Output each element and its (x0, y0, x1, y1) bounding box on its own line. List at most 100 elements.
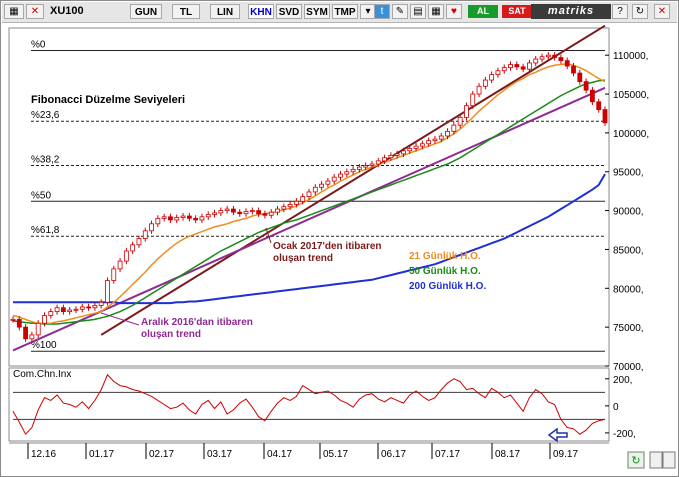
table-icon[interactable]: ▤ (410, 4, 426, 19)
candle-body (552, 54, 558, 58)
x-tick-label: 01.17 (89, 449, 114, 460)
ma200-line (13, 173, 606, 305)
candle-body (394, 153, 400, 156)
candle-body (470, 93, 476, 107)
x-tick-label: 05.17 (323, 449, 348, 460)
candle-body (464, 105, 469, 118)
candle-body (426, 140, 432, 145)
annotation-aralik-pointer (100, 312, 140, 326)
candle-body (48, 311, 54, 316)
candle-body (533, 58, 539, 64)
symbol-label[interactable]: XU100 (50, 5, 84, 17)
candle-body (407, 148, 413, 152)
candle-body (35, 322, 41, 336)
candle-body (508, 64, 513, 69)
fib-label-3: %50 (31, 190, 51, 201)
candle-body (356, 166, 362, 170)
candle-body (590, 89, 595, 103)
price-tick-label: 100000, (613, 129, 649, 140)
comment-icon[interactable]: ✎ (392, 4, 408, 19)
candle-body (445, 130, 450, 137)
candle-body (514, 64, 520, 68)
bottom-controls: ↻ (627, 451, 676, 469)
annotation-aralik-line2: oluşan trend (141, 329, 201, 340)
button-svd[interactable]: SVD (276, 4, 302, 19)
candle-body (136, 238, 142, 246)
chart-type-icon[interactable]: ▦ (4, 4, 24, 19)
style-button-khn[interactable]: KHN (248, 4, 274, 19)
candle-body (382, 157, 387, 162)
candle-body (419, 143, 425, 147)
cci-plot-area (8, 367, 610, 442)
refresh-icon[interactable]: ↻ (632, 4, 648, 19)
candle-body (174, 217, 180, 221)
buy-button[interactable]: AL (468, 5, 498, 18)
scroll-left-icon[interactable] (649, 451, 663, 469)
candle-body (501, 67, 507, 72)
sell-button[interactable]: SAT (502, 5, 532, 18)
button-tmp[interactable]: TMP (332, 4, 358, 19)
candle-body (168, 216, 173, 221)
x-tick-label: 07.17 (435, 449, 460, 460)
heart-icon[interactable]: ♥ (446, 4, 462, 19)
x-tick-label: 12.16 (31, 449, 56, 460)
annotation-ocak-line1: Ocak 2017'den itibaren (273, 241, 382, 252)
arrow-marker-icon (547, 427, 568, 443)
button-sym[interactable]: SYM (304, 4, 330, 19)
indicator-title: Com.Chn.Inx (13, 369, 71, 380)
candle-body (432, 138, 438, 142)
candle-body (268, 211, 274, 216)
candle-body (388, 155, 394, 159)
annotation-ocak-line2: oluşan trend (273, 253, 333, 264)
legend-ma200: 200 Günlük H.O. (409, 281, 486, 292)
fib-label-2: %38,2 (31, 155, 60, 166)
help-icon[interactable]: ? (612, 4, 628, 19)
x-tick-label: 02.17 (149, 449, 174, 460)
candle-body (438, 135, 444, 140)
grid-icon[interactable]: ▦ (428, 4, 444, 19)
fib-label-5: %100 (31, 340, 57, 351)
price-tick-label: 90000, (613, 207, 644, 218)
candle-body (117, 260, 123, 270)
price-tick-label: 75000, (613, 323, 644, 334)
close-icon[interactable]: ✕ (26, 4, 44, 19)
candle-body (306, 191, 312, 198)
candle-body (413, 145, 419, 149)
close-window-icon[interactable]: ✕ (654, 4, 670, 19)
twitter-icon[interactable]: t (374, 4, 390, 19)
price-tick-label: 110000, (613, 51, 648, 62)
refresh-chart-icon[interactable] (627, 451, 645, 469)
candle-body (86, 306, 91, 309)
x-tick-label: 03.17 (207, 449, 232, 460)
candle-body (476, 85, 482, 95)
cci-tick-label: 200, (613, 375, 632, 386)
x-tick-label: 08.17 (495, 449, 520, 460)
candle-body (231, 208, 236, 213)
candle-body (42, 315, 47, 324)
candle-body (218, 210, 224, 214)
currency-button-tl[interactable]: TL (172, 4, 200, 19)
candle-body (237, 211, 243, 215)
candle-body (142, 230, 148, 239)
scale-button-lin[interactable]: LIN (210, 4, 240, 19)
x-tick-label: 06.17 (381, 449, 406, 460)
candle-body (344, 171, 350, 175)
candle-body (111, 268, 117, 281)
price-tick-label: 105000, (613, 90, 649, 101)
candle-body (495, 70, 501, 76)
cci-panel: Com.Chn.Inx 200, 0 -200, (8, 367, 636, 443)
candle-body (300, 196, 306, 202)
scroll-right-icon[interactable] (662, 451, 676, 469)
annotation-ocak-pointer (265, 227, 272, 244)
price-panel: %0 %23,6 %38,2 %50 %61,8 %100 70000, 75000, 800… (8, 24, 649, 373)
candle-body (98, 301, 104, 306)
candle-body (596, 101, 602, 110)
price-tick-label: 85000, (613, 245, 644, 256)
legend-ma50: 50 Günlük H.O. (409, 266, 481, 277)
candle-body (363, 165, 369, 168)
x-tick-label: 09.17 (553, 449, 578, 460)
period-button-gun[interactable]: GUN (130, 4, 162, 19)
legend-ma21: 21 Günlük H.O. (409, 251, 481, 262)
trendline-1 (12, 86, 606, 352)
